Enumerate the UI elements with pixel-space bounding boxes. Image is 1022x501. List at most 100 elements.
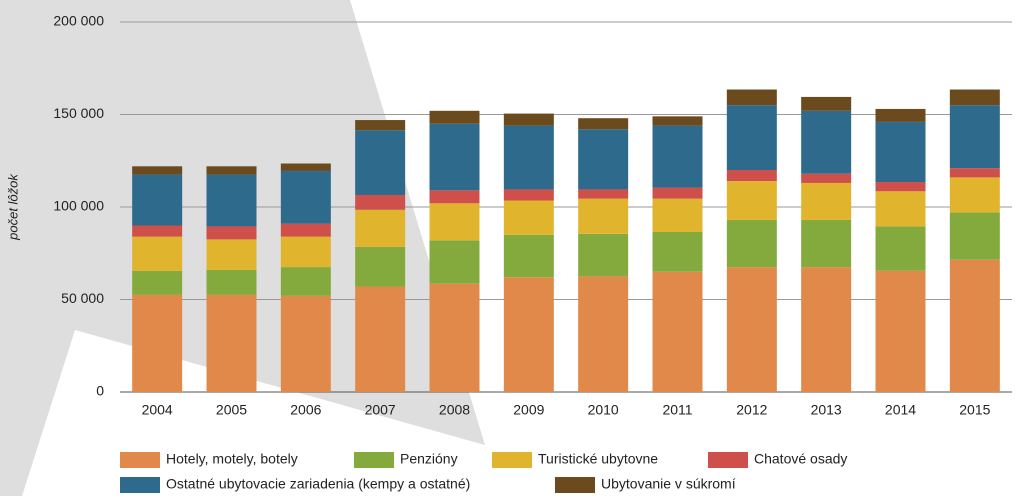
legend-swatch — [354, 452, 394, 468]
bar-segment — [652, 231, 703, 272]
bar-segment — [132, 166, 183, 175]
bar-segment — [206, 174, 257, 227]
bar-segment — [132, 236, 183, 271]
bar-segment — [875, 182, 926, 192]
bar-segment — [949, 177, 1000, 213]
x-tick-label: 2010 — [588, 402, 619, 418]
bar-segment — [652, 187, 703, 199]
bar-segment — [355, 246, 406, 287]
bar-segment — [726, 219, 777, 268]
bar-segment — [280, 295, 331, 392]
x-tick-label: 2014 — [885, 402, 916, 418]
bar-segment — [875, 226, 926, 271]
y-tick-label: 150 000 — [53, 105, 104, 121]
bar-segment — [875, 121, 926, 183]
bar-segment — [503, 234, 554, 278]
bar-segment — [578, 233, 629, 277]
x-tick-label: 2013 — [811, 402, 842, 418]
bar-segment — [280, 267, 331, 296]
legend-label: Chatové osady — [754, 451, 847, 467]
bar-segment — [801, 96, 852, 111]
bar-segment — [801, 219, 852, 268]
bar-segment — [280, 236, 331, 268]
bar-segment — [503, 277, 554, 392]
x-tick-label: 2011 — [662, 402, 692, 418]
legend-swatch — [555, 477, 595, 493]
y-tick-label: 100 000 — [53, 198, 104, 214]
bar-segment — [875, 108, 926, 122]
bar-segment — [578, 198, 629, 234]
bar-segment — [652, 271, 703, 392]
bar-segment — [355, 120, 406, 131]
y-tick-label: 0 — [96, 383, 104, 399]
bar-segment — [949, 168, 1000, 178]
bar-segment — [726, 89, 777, 106]
bar-segment — [429, 240, 480, 284]
bar-segment — [801, 110, 852, 174]
bar-segment — [206, 226, 257, 240]
bar-segment — [355, 209, 406, 247]
x-tick-label: 2009 — [513, 402, 544, 418]
x-tick-label: 2007 — [365, 402, 396, 418]
bar-segment — [726, 267, 777, 392]
bar-segment — [206, 239, 257, 270]
bar-segment — [801, 182, 852, 220]
bar-segment — [578, 189, 629, 199]
bar-segment — [355, 286, 406, 392]
bar-segment — [429, 110, 480, 124]
bar-segment — [280, 223, 331, 237]
bar-segment — [355, 130, 406, 195]
bar-segment — [726, 170, 777, 182]
bar-segment — [429, 283, 480, 392]
x-tick-label: 2004 — [142, 402, 173, 418]
x-tick-label: 2012 — [736, 402, 767, 418]
legend-swatch — [492, 452, 532, 468]
bar-segment — [429, 123, 480, 191]
x-tick-label: 2015 — [959, 402, 990, 418]
bar-segment — [801, 173, 852, 183]
bar-segment — [206, 294, 257, 392]
bar-segment — [949, 89, 1000, 106]
legend-label: Turistické ubytovne — [538, 451, 658, 467]
bar-segment — [429, 190, 480, 204]
bar-segment — [206, 166, 257, 175]
legend-swatch — [120, 452, 160, 468]
bar-segment — [652, 116, 703, 126]
bar-segment — [652, 198, 703, 232]
bar-segment — [578, 129, 629, 190]
bar-segment — [652, 125, 703, 188]
legend-swatch — [120, 477, 160, 493]
bar-segment — [206, 269, 257, 295]
bar-segment — [875, 191, 926, 227]
bar-segment — [132, 270, 183, 295]
legend-label: Penzióny — [400, 451, 458, 467]
bar-segment — [875, 270, 926, 392]
x-tick-label: 2008 — [439, 402, 470, 418]
y-tick-label: 200 000 — [53, 13, 104, 29]
y-tick-label: 50 000 — [61, 290, 104, 306]
bar-segment — [726, 105, 777, 170]
bar-segment — [578, 276, 629, 392]
bar-segment — [726, 181, 777, 220]
bar-segment — [578, 118, 629, 130]
bar-segment — [132, 294, 183, 392]
legend-label: Ubytovanie v súkromí — [601, 476, 736, 492]
bar-segment — [280, 163, 331, 171]
x-tick-label: 2005 — [216, 402, 247, 418]
bar-segment — [503, 125, 554, 190]
bar-segment — [503, 200, 554, 235]
bar-segment — [132, 174, 183, 226]
legend-label: Ostatné ubytovacie zariadenia (kempy a o… — [166, 476, 470, 492]
bar-segment — [280, 170, 331, 224]
y-axis-label: počet lôžok — [5, 173, 20, 241]
legend-swatch — [708, 452, 748, 468]
bar-segment — [801, 267, 852, 392]
bar-segment — [949, 259, 1000, 392]
legend-label: Hotely, motely, botely — [166, 451, 298, 467]
bar-segment — [949, 105, 1000, 169]
bar-segment — [355, 194, 406, 210]
bar-segment — [132, 225, 183, 237]
bar-segment — [503, 113, 554, 126]
bar-segment — [429, 203, 480, 241]
